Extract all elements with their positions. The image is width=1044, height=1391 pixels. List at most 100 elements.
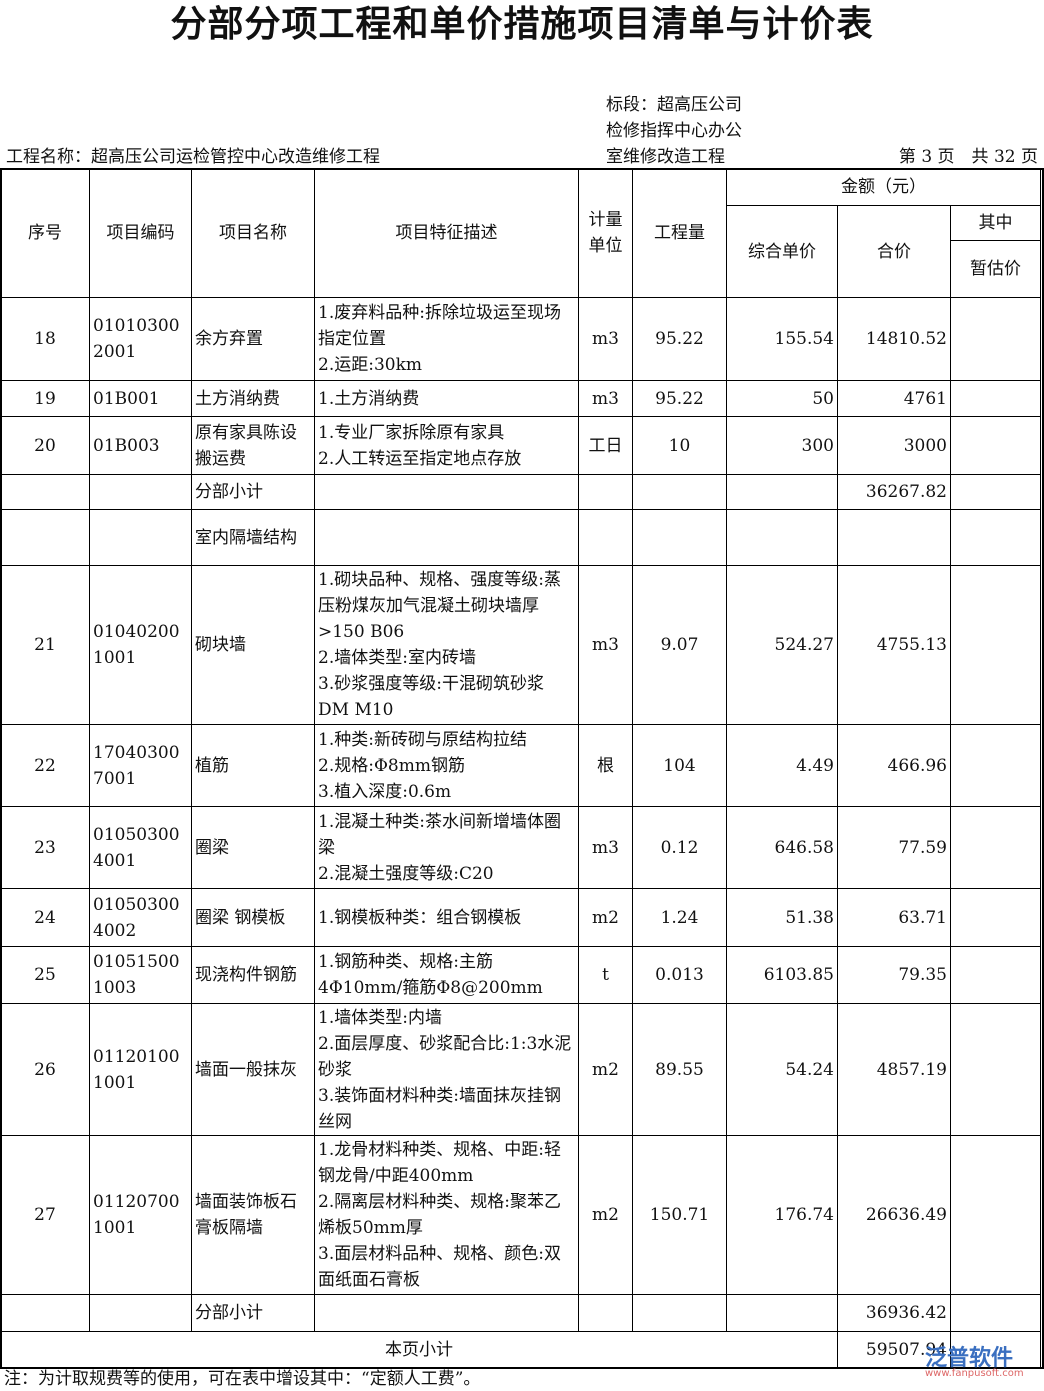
cell-unit: m3 [578, 297, 633, 381]
cell-qty: 0.12 [632, 806, 727, 889]
cell-qty: 95.22 [632, 297, 727, 381]
cell-qty [632, 474, 727, 510]
cell-unit: m2 [578, 1135, 633, 1295]
table-row: 分部小计 36267.82 [0, 474, 1041, 510]
cell-price: 54.24 [726, 1003, 838, 1136]
cell-total: 36267.82 [837, 474, 951, 510]
cell-desc: 1.专业厂家拆除原有家具 2.人工转运至指定地点存放 [314, 416, 579, 475]
cell-qty: 9.07 [632, 565, 727, 725]
cell-total: 4755.13 [837, 565, 951, 725]
cell-total: 3000 [837, 416, 951, 475]
col-unit-price: 综合单价 [726, 205, 838, 298]
cell-name: 墙面一般抹灰 [191, 1003, 315, 1136]
page-subtotal-row: 本页小计 59507.94 [0, 1331, 1041, 1368]
cell-prov [950, 806, 1041, 889]
cell-price: 6103.85 [726, 946, 838, 1004]
cell-price: 155.54 [726, 297, 838, 381]
cell-seq: 24 [0, 888, 90, 947]
cell-qty: 10 [632, 416, 727, 475]
col-code: 项目编码 [89, 168, 192, 298]
section-line: 标段：超高压公司 [606, 95, 742, 115]
table-row: 26 011201001001 墙面一般抹灰 1.墙体类型:内墙 2.面层厚度、砂浆配… [0, 1003, 1041, 1136]
cell-desc: 1.种类:新砖砌与原结构拉结 2.规格:Φ8mm钢筋 3.植入深度:0.6m [314, 724, 579, 807]
cell-name: 余方弃置 [191, 297, 315, 381]
cell-prov [950, 474, 1041, 510]
cell-prov [950, 1003, 1041, 1136]
cell-prov [950, 888, 1041, 947]
cell-desc: 1.土方消纳费 [314, 380, 579, 417]
cell-name: 砌块墙 [191, 565, 315, 725]
cell-code: 011207001001 [89, 1135, 192, 1295]
cell-prov [950, 565, 1041, 725]
col-seq: 序号 [0, 168, 90, 298]
page-title: 分部分项工程和单价措施项目清单与计价表 [170, 3, 874, 45]
cell-total: 79.35 [837, 946, 951, 1004]
cell-price: 50 [726, 380, 838, 417]
cell-price: 646.58 [726, 806, 838, 889]
cell-total [837, 509, 951, 566]
cell-desc: 1.龙骨材料种类、规格、中距:轻钢龙骨/中距400mm 2.隔离层材料种类、规格… [314, 1135, 579, 1295]
cell-price [726, 474, 838, 510]
page-subtotal-total: 59507.94 [837, 1331, 951, 1368]
cell-name: 室内隔墙结构 [191, 509, 315, 566]
col-desc: 项目特征描述 [314, 168, 579, 298]
cell-code [89, 474, 192, 510]
cell-qty: 150.71 [632, 1135, 727, 1295]
cell-name: 圈梁 [191, 806, 315, 889]
cell-code: 010402001001 [89, 565, 192, 725]
cell-price [726, 1294, 838, 1332]
cell-qty: 0.013 [632, 946, 727, 1004]
page-subtotal-label: 本页小计 [0, 1331, 838, 1368]
cell-seq: 23 [0, 806, 90, 889]
section-line: 检修指挥中心办公 [606, 121, 742, 141]
cell-prov [950, 724, 1041, 807]
cell-unit: m3 [578, 806, 633, 889]
cell-seq [0, 1294, 90, 1332]
cell-seq: 27 [0, 1135, 90, 1295]
cell-qty [632, 509, 727, 566]
cell-total: 36936.42 [837, 1294, 951, 1332]
cell-code: 170403007001 [89, 724, 192, 807]
col-qty: 工程量 [632, 168, 727, 298]
cell-code: 01B001 [89, 380, 192, 417]
cell-seq [0, 474, 90, 510]
table-row: 25 010515001003 现浇构件钢筋 1.钢筋种类、规格:主筋4Φ10mm/箍… [0, 946, 1041, 1004]
cell-unit: m2 [578, 1003, 633, 1136]
section-info: 标段：超高压公司 检修指挥中心办公 室维修改造工程 [606, 92, 742, 170]
cell-code [89, 1294, 192, 1332]
table-row: 20 01B003 原有家具陈设搬运费 1.专业厂家拆除原有家具 2.人工转运至指定地… [0, 416, 1041, 475]
cell-prov [950, 380, 1041, 417]
cell-prov [950, 1135, 1041, 1295]
cell-name: 圈梁 钢模板 [191, 888, 315, 947]
cell-desc: 1.墙体类型:内墙 2.面层厚度、砂浆配合比:1:3水泥砂浆 3.装饰面材料种类… [314, 1003, 579, 1136]
col-amount: 金额（元） [726, 168, 1041, 206]
cell-prov [950, 946, 1041, 1004]
cell-seq: 22 [0, 724, 90, 807]
col-total: 合价 [837, 205, 951, 298]
cell-total: 14810.52 [837, 297, 951, 381]
cell-code [89, 509, 192, 566]
cell-total: 77.59 [837, 806, 951, 889]
cell-seq: 26 [0, 1003, 90, 1136]
cell-seq: 21 [0, 565, 90, 725]
cell-desc: 1.废弃料品种:拆除垃圾运至现场指定位置 2.运距:30km [314, 297, 579, 381]
cell-seq: 20 [0, 416, 90, 475]
bill-table: 序号 项目编码 项目名称 项目特征描述 计量单位 工程量 金额（元） 综合单价 … [0, 168, 1041, 1368]
cell-desc: 1.砌块品种、规格、强度等级:蒸压粉煤灰加气混凝土砌块墙厚>150 B06 2.… [314, 565, 579, 725]
footnote: 注：为计取规费等的使用，可在表中增设其中：“定额人工费”。 [4, 1369, 481, 1389]
cell-desc [314, 1294, 579, 1332]
cell-unit: 工日 [578, 416, 633, 475]
cell-desc [314, 474, 579, 510]
cell-name: 土方消纳费 [191, 380, 315, 417]
cell-desc: 1.混凝土种类:茶水间新增墙体圈梁 2.混凝土强度等级:C20 [314, 806, 579, 889]
cell-seq [0, 509, 90, 566]
cell-name: 墙面装饰板石膏板隔墙 [191, 1135, 315, 1295]
col-name: 项目名称 [191, 168, 315, 298]
cell-code: 01B003 [89, 416, 192, 475]
cell-desc [314, 509, 579, 566]
cell-unit: t [578, 946, 633, 1004]
cell-unit [578, 1294, 633, 1332]
table-row: 21 010402001001 砌块墙 1.砌块品种、规格、强度等级:蒸压粉煤灰加气混… [0, 565, 1041, 725]
cell-qty [632, 1294, 727, 1332]
table-row: 22 170403007001 植筋 1.种类:新砖砌与原结构拉结 2.规格:Φ8mm… [0, 724, 1041, 807]
